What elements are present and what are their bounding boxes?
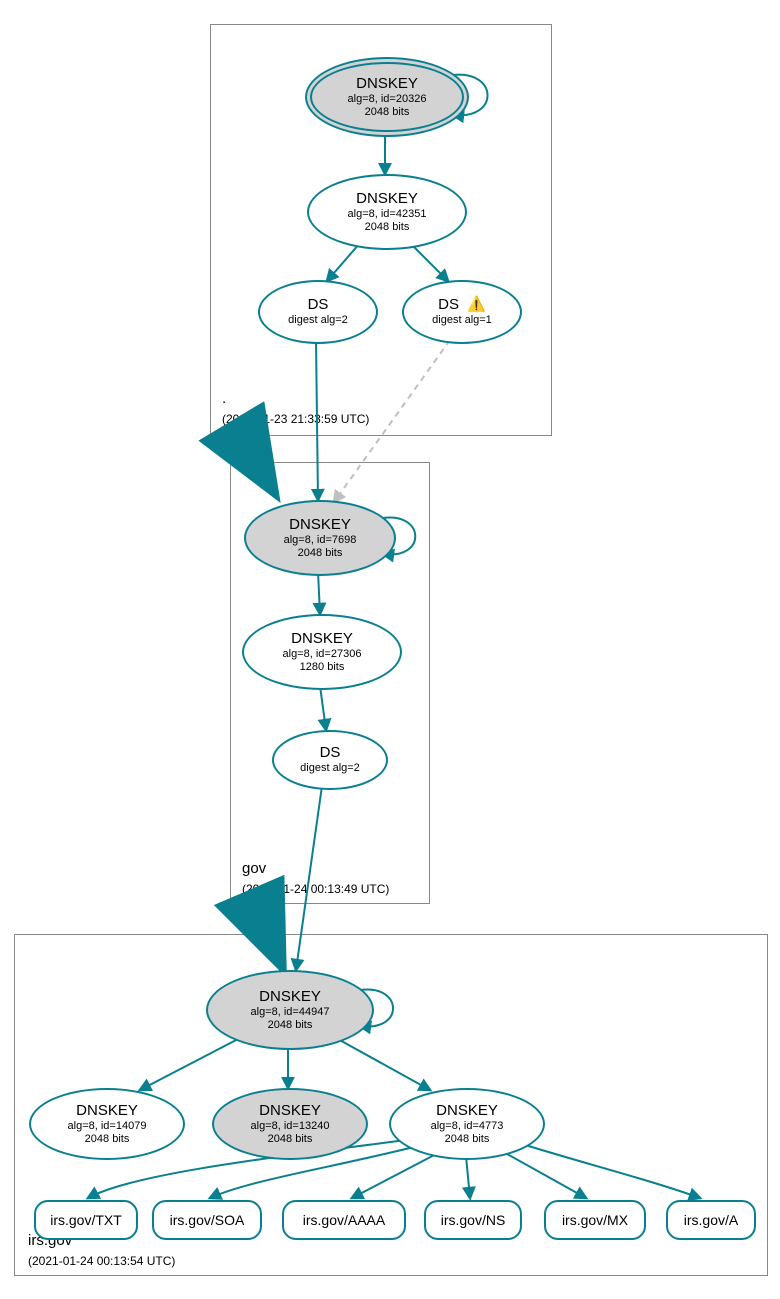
- record-label: irs.gov/A: [684, 1212, 738, 1228]
- record-ns[interactable]: irs.gov/NS: [424, 1200, 522, 1240]
- record-label: irs.gov/SOA: [170, 1212, 245, 1228]
- dnskey-gov-zsk[interactable]: DNSKEY alg=8, id=27306 1280 bits: [242, 614, 402, 690]
- zone-gov-date: (2021-01-24 00:13:49 UTC): [242, 882, 389, 896]
- record-mx[interactable]: irs.gov/MX: [544, 1200, 646, 1240]
- node-title: DNSKEY: [259, 988, 321, 1006]
- ds-gov[interactable]: DS digest alg=2: [272, 730, 388, 790]
- record-label: irs.gov/AAAA: [303, 1212, 385, 1228]
- node-line3: 2048 bits: [298, 547, 343, 560]
- node-title: DNSKEY: [436, 1102, 498, 1120]
- record-soa[interactable]: irs.gov/SOA: [152, 1200, 262, 1240]
- node-line3: 2048 bits: [268, 1133, 313, 1146]
- node-title: DNSKEY: [356, 75, 418, 93]
- zone-root-date: (2021-01-23 21:33:59 UTC): [222, 412, 369, 426]
- ds-root-alg2[interactable]: DS digest alg=2: [258, 280, 378, 344]
- ds-root-alg1[interactable]: DS ⚠️ digest alg=1: [402, 280, 522, 344]
- record-label: irs.gov/MX: [562, 1212, 628, 1228]
- dnskey-irs-14079[interactable]: DNSKEY alg=8, id=14079 2048 bits: [29, 1088, 185, 1160]
- node-title: DNSKEY: [76, 1102, 138, 1120]
- record-a[interactable]: irs.gov/A: [666, 1200, 756, 1240]
- node-line2: alg=8, id=44947: [251, 1006, 330, 1019]
- node-line2: alg=8, id=27306: [283, 648, 362, 661]
- node-line2: alg=8, id=20326: [348, 93, 427, 106]
- zone-gov-name: gov: [242, 860, 266, 877]
- node-line3: 2048 bits: [365, 221, 410, 234]
- dnskey-irs-ksk[interactable]: DNSKEY alg=8, id=44947 2048 bits: [206, 970, 374, 1050]
- node-title: DS: [320, 744, 341, 762]
- record-label: irs.gov/NS: [441, 1212, 506, 1228]
- node-line3: 2048 bits: [445, 1133, 490, 1146]
- node-title: DNSKEY: [356, 190, 418, 208]
- ds-label: DS: [438, 296, 459, 313]
- record-label: irs.gov/TXT: [50, 1212, 122, 1228]
- node-line2: alg=8, id=42351: [348, 208, 427, 221]
- record-txt[interactable]: irs.gov/TXT: [34, 1200, 138, 1240]
- node-line2: alg=8, id=4773: [431, 1120, 504, 1133]
- node-line2: alg=8, id=14079: [68, 1120, 147, 1133]
- dnskey-gov-ksk[interactable]: DNSKEY alg=8, id=7698 2048 bits: [244, 500, 396, 576]
- node-line2: alg=8, id=7698: [284, 534, 357, 547]
- node-line2: digest alg=2: [300, 762, 360, 775]
- node-title: DS ⚠️: [438, 296, 486, 314]
- node-line3: 2048 bits: [268, 1019, 313, 1032]
- node-title: DNSKEY: [259, 1102, 321, 1120]
- dnskey-irs-13240[interactable]: DNSKEY alg=8, id=13240 2048 bits: [212, 1088, 368, 1160]
- node-line3: 2048 bits: [85, 1133, 130, 1146]
- dnskey-irs-4773[interactable]: DNSKEY alg=8, id=4773 2048 bits: [389, 1088, 545, 1160]
- warning-icon: ⚠️: [467, 296, 486, 314]
- record-aaaa[interactable]: irs.gov/AAAA: [282, 1200, 406, 1240]
- dnskey-root-ksk[interactable]: DNSKEY alg=8, id=20326 2048 bits: [305, 57, 469, 137]
- node-title: DS: [308, 296, 329, 314]
- node-line3: 2048 bits: [365, 106, 410, 119]
- dnskey-root-zsk[interactable]: DNSKEY alg=8, id=42351 2048 bits: [307, 174, 467, 250]
- zone-root-name: .: [222, 390, 226, 407]
- node-line2: digest alg=2: [288, 314, 348, 327]
- node-title: DNSKEY: [289, 516, 351, 534]
- node-line2: alg=8, id=13240: [251, 1120, 330, 1133]
- node-line2: digest alg=1: [432, 314, 492, 327]
- node-line3: 1280 bits: [300, 661, 345, 674]
- node-title: DNSKEY: [291, 630, 353, 648]
- zone-irsgov-date: (2021-01-24 00:13:54 UTC): [28, 1254, 175, 1268]
